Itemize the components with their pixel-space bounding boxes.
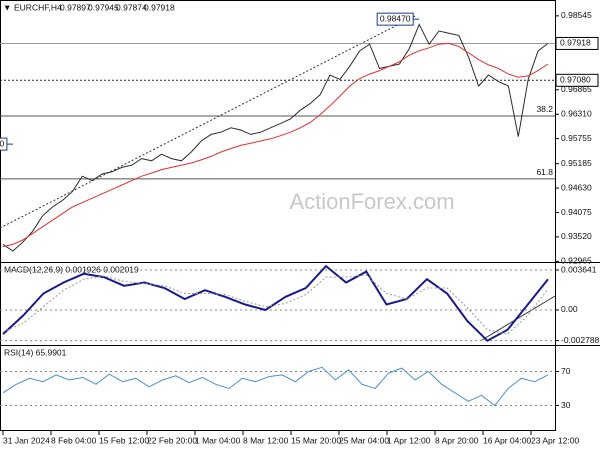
macd-title: MACD(12,26,9) 0.001926 0.002019 xyxy=(4,264,139,274)
y-tick-label: 0.95755 xyxy=(561,133,592,143)
y-tick-label: 0.003641 xyxy=(561,264,597,274)
x-tick-label: 31 Jan 2024 xyxy=(3,435,50,445)
x-tick-label: 8 Apr 20:00 xyxy=(435,435,479,445)
x-tick-label: 16 Apr 04:00 xyxy=(483,435,531,445)
annotation-box xyxy=(376,12,414,26)
series-line xyxy=(2,42,549,248)
y-tick-label: -0.002788 xyxy=(561,335,600,345)
y-tick-label: 0.94075 xyxy=(561,207,592,217)
watermark: ActionForex.com xyxy=(289,189,454,214)
current-price-box xyxy=(555,36,599,50)
x-tick-label: 15 Feb 12:00 xyxy=(99,435,149,445)
x-tick-label: 25 Mar 04:00 xyxy=(339,435,389,445)
series-line xyxy=(2,264,549,342)
series-line xyxy=(2,23,549,252)
symbol: EURCHF,H4 xyxy=(14,2,62,12)
annotation-label: 0.95630 xyxy=(0,138,5,148)
channel-line xyxy=(0,15,416,229)
triangle: ▼ xyxy=(3,2,11,12)
ohlc: 0.97897 xyxy=(60,2,91,12)
current-price-label: 0.97918 xyxy=(560,38,591,48)
y-tick-label: 0.94630 xyxy=(561,182,592,192)
y-tick-label: 0.95185 xyxy=(561,158,592,168)
annotation-label: 0.98470 xyxy=(380,13,411,23)
level-label: 0.97080 xyxy=(560,75,591,85)
y-tick-label: 0.92965 xyxy=(561,256,592,266)
level-box xyxy=(555,73,599,87)
y-tick-label: 30 xyxy=(561,400,571,410)
y-tick-label: 70 xyxy=(561,366,571,376)
x-tick-label: 22 Feb 20:00 xyxy=(147,435,197,445)
ohlc: 0.97918 xyxy=(144,2,175,12)
series-line xyxy=(2,366,549,407)
x-tick-label: 1 Apr 12:00 xyxy=(387,435,431,445)
y-tick-label: 0.00 xyxy=(561,304,578,314)
x-tick-label: 1 Mar 04:00 xyxy=(195,435,241,445)
fib-label: 61.8 xyxy=(536,167,553,177)
y-tick-label: 0.96310 xyxy=(561,108,592,118)
x-tick-label: 23 Apr 12:00 xyxy=(531,435,579,445)
x-tick-label: 15 Mar 20:00 xyxy=(291,435,341,445)
ohlc: 0.97874 xyxy=(116,2,147,12)
x-tick-label: 8 Mar 12:00 xyxy=(243,435,289,445)
fib-label: 38.2 xyxy=(536,104,553,114)
ohlc: 0.97945 xyxy=(88,2,119,12)
annotation-box xyxy=(0,137,8,151)
series-line xyxy=(2,274,549,335)
rsi-title: RSI(14) 65.9901 xyxy=(4,347,67,357)
frame xyxy=(0,0,556,431)
y-tick-label: 0.98545 xyxy=(561,10,592,20)
macd-trendline xyxy=(481,295,556,341)
x-tick-label: 8 Feb 04:00 xyxy=(51,435,97,445)
y-tick-label: 0.96865 xyxy=(561,84,592,94)
y-tick-label: 0.93520 xyxy=(561,231,592,241)
